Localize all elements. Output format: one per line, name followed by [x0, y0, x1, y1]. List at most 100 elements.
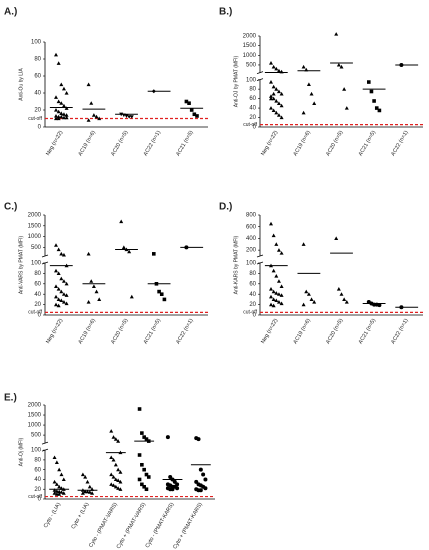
data-point — [334, 236, 339, 241]
data-point — [129, 115, 134, 119]
y-axis-title: Anti-OJ by PMAT (MFI) — [233, 55, 239, 107]
x-tick-label: Neg (n=22) — [260, 130, 279, 157]
x-tick-label: Neg (n=22) — [260, 318, 279, 345]
cutoff-label: cut-off — [28, 116, 42, 122]
data-point — [344, 300, 349, 304]
data-point — [64, 106, 69, 110]
y-tick-label: 1500 — [28, 413, 42, 419]
data-point — [61, 103, 66, 108]
data-point — [203, 486, 208, 491]
data-point — [89, 101, 94, 105]
data-point — [377, 108, 382, 113]
data-point — [269, 287, 274, 291]
y-tick-label: 500 — [31, 433, 42, 439]
data-point — [301, 242, 306, 246]
data-point — [304, 289, 309, 294]
data-point — [274, 291, 279, 295]
x-tick-label: AC21 (n=5) — [175, 130, 194, 158]
data-point — [109, 429, 114, 433]
data-point — [339, 292, 344, 296]
data-point — [152, 252, 156, 256]
data-point — [113, 484, 118, 489]
data-point — [118, 479, 123, 484]
y-tick-label: 400 — [246, 236, 257, 242]
data-point — [279, 284, 284, 288]
x-tick-label: AC20 (n=5) — [110, 318, 129, 346]
data-point — [127, 249, 132, 254]
data-point — [94, 114, 99, 119]
panel-label: E.) — [4, 393, 17, 404]
data-point — [64, 115, 69, 120]
data-point — [279, 251, 284, 255]
data-point — [195, 114, 199, 118]
data-point — [271, 289, 276, 294]
cutoff-label: cut-off — [28, 310, 42, 316]
data-point — [113, 477, 118, 482]
data-point — [111, 475, 116, 479]
data-point — [279, 293, 284, 297]
data-point — [274, 274, 279, 278]
y-tick-label: 80 — [34, 457, 41, 463]
data-point — [367, 80, 371, 84]
data-point — [80, 472, 85, 477]
data-point — [269, 294, 274, 299]
data-point — [54, 284, 59, 288]
y-tick-label: 600 — [246, 224, 257, 230]
data-point — [52, 479, 57, 484]
data-point — [274, 242, 279, 246]
panel-label: C.) — [4, 202, 17, 213]
y-tick-label: 0 — [38, 497, 42, 503]
data-point — [342, 87, 347, 91]
data-point — [119, 219, 124, 224]
y-tick-label: 1500 — [28, 223, 42, 229]
data-point — [269, 94, 274, 98]
x-tick-label: AC22 (n=1) — [175, 318, 194, 346]
data-point — [80, 491, 85, 495]
y-tick-label: 200 — [246, 248, 257, 254]
data-point — [116, 478, 121, 483]
axis-break — [256, 254, 264, 258]
y-tick-label: 100 — [31, 448, 42, 454]
y-axis-title: Anti-VARS by PMAT (MFI) — [18, 235, 24, 294]
data-point — [89, 279, 94, 283]
data-point — [116, 486, 121, 490]
data-point — [271, 64, 276, 69]
data-point — [59, 472, 64, 477]
data-point — [306, 292, 311, 296]
data-point — [54, 113, 59, 118]
cutoff-label: cut-off — [243, 122, 257, 128]
y-tick-label: 20 — [249, 302, 256, 308]
y-tick-label: 80 — [34, 57, 41, 63]
data-point — [64, 293, 69, 297]
y-tick-label: 0 — [253, 125, 257, 131]
data-point — [342, 297, 347, 301]
data-point — [312, 101, 317, 105]
data-point — [111, 483, 116, 487]
data-point — [56, 116, 61, 121]
data-point — [159, 292, 164, 296]
data-point — [271, 268, 276, 273]
data-point — [97, 297, 102, 301]
x-tick-label: AC21 (n=5) — [358, 318, 377, 346]
data-point — [175, 486, 180, 491]
data-point — [94, 289, 99, 294]
data-point — [57, 492, 62, 496]
x-tick-label: Cyto + (PMAT-KARS) — [172, 502, 204, 550]
data-point — [269, 106, 274, 110]
data-point — [140, 462, 144, 467]
data-point — [56, 61, 61, 65]
data-point — [64, 281, 69, 286]
data-point — [59, 111, 64, 115]
data-point — [339, 64, 344, 69]
y-tick-label: 1000 — [28, 234, 42, 240]
data-point — [170, 487, 175, 492]
y-tick-label: 0 — [253, 313, 257, 319]
data-point — [109, 482, 114, 486]
y-tick-label: 0 — [38, 125, 42, 131]
axis-break — [41, 441, 49, 445]
data-point — [279, 115, 284, 120]
data-point — [162, 297, 167, 302]
data-point — [61, 491, 66, 495]
data-point — [52, 491, 57, 495]
data-point — [56, 303, 61, 308]
